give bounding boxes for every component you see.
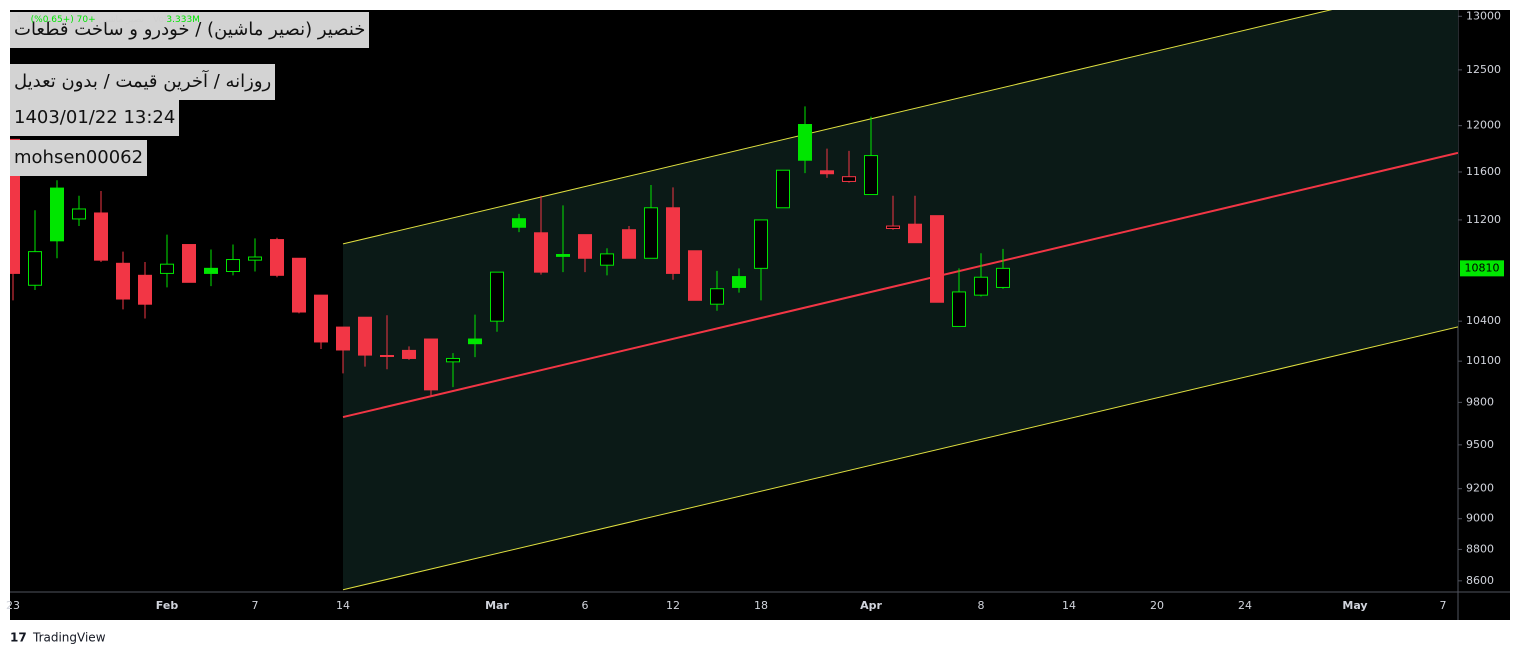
candle-body bbox=[710, 288, 724, 305]
x-tick-label: Feb bbox=[156, 599, 179, 612]
candle-body bbox=[314, 294, 328, 343]
candle-body bbox=[952, 291, 966, 327]
candle-body bbox=[226, 259, 240, 273]
y-tick-label: 10400 bbox=[1466, 314, 1501, 327]
legend-symbol: نصیر ماشین bbox=[98, 15, 145, 25]
y-tick-label: 10100 bbox=[1466, 354, 1501, 367]
y-tick-label: 13000 bbox=[1466, 9, 1501, 22]
candle-body bbox=[820, 170, 834, 175]
candle-body bbox=[974, 276, 988, 296]
x-tick-label: 7 bbox=[252, 599, 259, 612]
candle-body bbox=[842, 176, 856, 182]
candle-body bbox=[358, 316, 372, 356]
candle-body bbox=[798, 124, 812, 161]
channel-fill bbox=[343, 10, 1458, 590]
channel-upper bbox=[342, 10, 1333, 245]
channel-middle bbox=[342, 151, 1458, 419]
candle-body bbox=[776, 169, 790, 209]
x-tick-label: 6 bbox=[582, 599, 589, 612]
candle-body bbox=[72, 208, 86, 220]
legend: 1 نصیر ماشین +70 (+0.65%) Vol3.333M bbox=[16, 15, 200, 25]
y-tick-label: 11200 bbox=[1466, 213, 1501, 226]
candle-body bbox=[424, 338, 438, 391]
candle-body bbox=[512, 218, 526, 228]
y-tick-label: 9200 bbox=[1466, 482, 1494, 495]
candle-body bbox=[94, 212, 108, 261]
candle-body bbox=[380, 354, 394, 357]
plot-area bbox=[10, 10, 1458, 591]
y-tick-label: 9800 bbox=[1466, 395, 1494, 408]
y-tick-label: 8600 bbox=[1466, 574, 1494, 587]
candle-body bbox=[930, 215, 944, 303]
candle-body bbox=[402, 349, 416, 359]
x-tick-label: Apr bbox=[860, 599, 882, 612]
legend-volume-label: Vol bbox=[152, 15, 167, 25]
candle-body bbox=[10, 138, 20, 274]
channel-lower bbox=[342, 326, 1458, 591]
x-tick-label: 24 bbox=[1238, 599, 1252, 612]
candle-body bbox=[28, 251, 42, 286]
candle-body bbox=[116, 262, 130, 300]
candle-body bbox=[490, 271, 504, 322]
brand-name: TradingView bbox=[32, 631, 106, 645]
candle-body bbox=[248, 256, 262, 261]
candle-body bbox=[446, 357, 460, 363]
x-tick-label: May bbox=[1342, 599, 1367, 612]
candle-body bbox=[534, 232, 548, 273]
candle-body bbox=[182, 244, 196, 283]
x-tick-label: 7 bbox=[1440, 599, 1447, 612]
candle-body bbox=[622, 229, 636, 259]
legend-volume: 3.333M bbox=[166, 15, 200, 25]
last-price-label: 10810 bbox=[1465, 261, 1500, 274]
x-tick-label: 14 bbox=[336, 599, 350, 612]
candle-body bbox=[908, 223, 922, 244]
annotation-box: mohsen00062 bbox=[10, 140, 148, 176]
x-tick-label: 23 bbox=[6, 599, 20, 612]
candle-body bbox=[578, 234, 592, 259]
y-tick-label: 8800 bbox=[1466, 542, 1494, 555]
y-tick-label: 9500 bbox=[1466, 438, 1494, 451]
y-tick-label: 9000 bbox=[1466, 512, 1494, 525]
y-tick-label: 12500 bbox=[1466, 63, 1501, 76]
candle-body bbox=[886, 225, 900, 229]
annotation-box: خنصیر (نصیر ماشین) / خودرو و ساخت قطعات bbox=[10, 12, 370, 48]
candle-body bbox=[292, 257, 306, 313]
candle-body bbox=[50, 187, 64, 242]
candle-body bbox=[688, 250, 702, 301]
annotation-box: روزانه / آخرین قیمت / بدون تعدیل bbox=[10, 64, 276, 100]
last-price-box bbox=[1460, 260, 1504, 277]
x-tick-label: 20 bbox=[1150, 599, 1164, 612]
candle-body bbox=[666, 207, 680, 274]
candle-body bbox=[336, 326, 350, 351]
annotation-box: 1403/01/22 13:24 bbox=[10, 100, 180, 136]
brand: 17 TradingView bbox=[10, 631, 106, 645]
candle-body bbox=[996, 267, 1010, 288]
candle-body bbox=[732, 276, 746, 288]
x-tick-label: 14 bbox=[1062, 599, 1076, 612]
candle-body bbox=[204, 267, 218, 274]
y-tick-label: 11600 bbox=[1466, 165, 1501, 178]
x-tick-label: Mar bbox=[485, 599, 509, 612]
candle-body bbox=[754, 219, 768, 269]
candle-body bbox=[556, 254, 570, 257]
brand-logo: 17 bbox=[10, 631, 27, 645]
y-tick-label: 12000 bbox=[1466, 119, 1501, 132]
candle-body bbox=[160, 263, 174, 274]
candle-body bbox=[270, 239, 284, 276]
x-tick-label: 8 bbox=[978, 599, 985, 612]
x-tick-label: 12 bbox=[666, 599, 680, 612]
legend-change: +70 (+0.65%) bbox=[30, 15, 96, 25]
x-tick-label: 18 bbox=[754, 599, 768, 612]
candle-body bbox=[644, 207, 658, 259]
candle-body bbox=[468, 338, 482, 345]
candle-body bbox=[864, 155, 878, 196]
candle-body bbox=[138, 274, 152, 305]
legend-interval: 1 bbox=[16, 15, 22, 25]
candle-body bbox=[600, 253, 614, 266]
